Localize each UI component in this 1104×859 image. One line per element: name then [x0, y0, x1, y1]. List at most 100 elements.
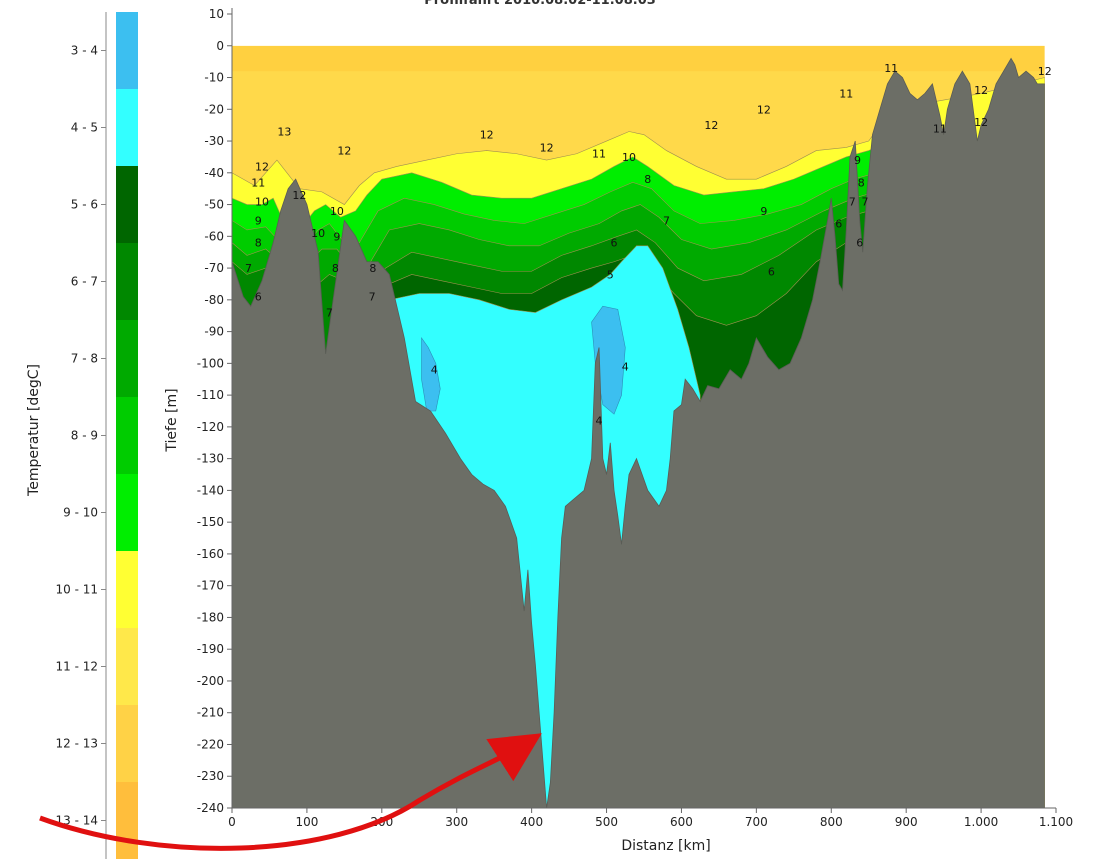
- contour-label: 7: [861, 195, 868, 208]
- colorbar-swatch: [116, 320, 138, 397]
- colorbar-class-label: 11 - 12: [56, 660, 99, 674]
- y-tick-label: -130: [197, 452, 224, 466]
- y-tick-label: 10: [209, 7, 224, 21]
- seabed: [232, 57, 1045, 808]
- contour-label: 6: [856, 237, 863, 250]
- contour-label: 12: [540, 141, 554, 154]
- contour-label: 6: [835, 218, 842, 231]
- colorbar-swatch: [116, 782, 138, 859]
- contour-label: 6: [255, 291, 262, 304]
- y-tick-label: -220: [197, 737, 224, 751]
- colorbar-swatch: [116, 12, 138, 89]
- y-axis-label: Tiefe [m]: [164, 388, 180, 452]
- y-tick-label: -180: [197, 610, 224, 624]
- x-tick-label: 800: [820, 815, 843, 829]
- contour-label: 12: [480, 129, 494, 142]
- contour-label: 6: [768, 265, 775, 278]
- contour-label: 9: [854, 154, 861, 167]
- y-tick-label: -90: [204, 325, 224, 339]
- contour-label: 8: [858, 176, 865, 189]
- contour-label: 10: [330, 205, 344, 218]
- x-tick-label: 1.000: [964, 815, 998, 829]
- y-tick-label: -230: [197, 769, 224, 783]
- contour-label: 6: [611, 237, 618, 250]
- cold-pocket: [421, 337, 441, 412]
- y-tick-label: -10: [204, 71, 224, 85]
- contour-label: 8: [644, 173, 651, 186]
- contour-label: 11: [592, 148, 606, 161]
- x-tick-label: 700: [745, 815, 768, 829]
- colorbar-swatch: [116, 474, 138, 551]
- contour-label: 10: [255, 195, 269, 208]
- contour-label: 12: [1038, 65, 1052, 78]
- contour-label: 4: [431, 364, 438, 377]
- contour-label: 4: [622, 361, 629, 374]
- y-tick-label: -120: [197, 420, 224, 434]
- contour-label: 12: [292, 189, 306, 202]
- contour-label: 11: [839, 87, 853, 100]
- x-tick-label: 0: [228, 815, 236, 829]
- plot-area: 13 12 12 12 12 12 12 12 12 12 11 11 11 11 11 12 10 10 10 10…: [232, 45, 1052, 808]
- y-tick-label: -60: [204, 229, 224, 243]
- x-tick-label: 400: [520, 815, 543, 829]
- x-tick-label: 1.100: [1039, 815, 1073, 829]
- contour-label: 12: [255, 160, 269, 173]
- y-tick-label: -20: [204, 102, 224, 116]
- colorbar-class-label: 12 - 13: [56, 737, 99, 751]
- y-tick-label: -70: [204, 261, 224, 275]
- contour-label: 10: [311, 227, 325, 240]
- y-tick-label: -150: [197, 515, 224, 529]
- contour-label: 9: [255, 214, 262, 227]
- colorbar-label: Temperatur [degC]: [26, 364, 42, 497]
- chart-title: Profilfahrt 2010.08.02-11.08.03: [424, 0, 656, 8]
- y-tick-label: -200: [197, 674, 224, 688]
- x-tick-label: 300: [445, 815, 468, 829]
- y-tick-label: -210: [197, 706, 224, 720]
- annotation-arrow: [39, 733, 542, 851]
- contour-label: 7: [245, 262, 252, 275]
- colorbar-class-label: 4 - 5: [71, 121, 98, 135]
- y-tick-label: -30: [204, 134, 224, 148]
- y-tick-label: -140: [197, 483, 224, 497]
- colorbar-class-label: 9 - 10: [63, 506, 98, 520]
- y-tick-label: -40: [204, 166, 224, 180]
- colorbar-class-label: 5 - 6: [71, 198, 98, 212]
- contour-label: 7: [326, 307, 333, 320]
- contour-label: 8: [332, 262, 339, 275]
- contour-label: 12: [974, 116, 988, 129]
- y-tick-label: -170: [197, 579, 224, 593]
- y-tick-label: -190: [197, 642, 224, 656]
- y-tick-label: -80: [204, 293, 224, 307]
- contour-label: 10: [622, 151, 636, 164]
- colorbar-swatch: [116, 243, 138, 320]
- x-tick-label: 500: [595, 815, 618, 829]
- contour-label: 7: [849, 195, 856, 208]
- colorbar-class-label: 6 - 7: [71, 275, 98, 289]
- x-axis: 0 100 200 300 400 500 600 700 800 900 1.000 1.100: [228, 807, 1073, 829]
- contour-label: 12: [704, 119, 718, 132]
- contour-label: 7: [663, 214, 670, 227]
- y-tick-label: -110: [197, 388, 224, 402]
- colorbar-class-label: 13 - 14: [56, 814, 99, 828]
- colorbar: 3 - 4 4 - 5 5 - 6 6 - 7 7 - 8 8 - 9 9 - 10 10 -…: [56, 12, 138, 859]
- contour-label: 13: [277, 126, 291, 139]
- colorbar-swatch: [116, 89, 138, 166]
- contour-label: 8: [255, 237, 262, 250]
- x-tick-label: 100: [295, 815, 318, 829]
- contour-label: 5: [607, 268, 614, 281]
- colorbar-swatch: [116, 397, 138, 474]
- contour-label: 4: [596, 415, 603, 428]
- colorbar-class-label: 8 - 9: [71, 429, 98, 443]
- contour-label: 11: [251, 176, 265, 189]
- contour-label: 7: [369, 291, 376, 304]
- x-tick-label: 600: [670, 815, 693, 829]
- contour-label: 12: [337, 145, 351, 158]
- colorbar-swatch: [116, 628, 138, 705]
- contour-label: 11: [933, 122, 947, 135]
- colorbar-class-label: 10 - 11: [56, 583, 99, 597]
- contour-label: 8: [369, 262, 376, 275]
- contour-label: 12: [757, 103, 771, 116]
- contour-label: 11: [884, 62, 898, 75]
- x-tick-label: 900: [895, 815, 918, 829]
- colorbar-swatch: [116, 166, 138, 243]
